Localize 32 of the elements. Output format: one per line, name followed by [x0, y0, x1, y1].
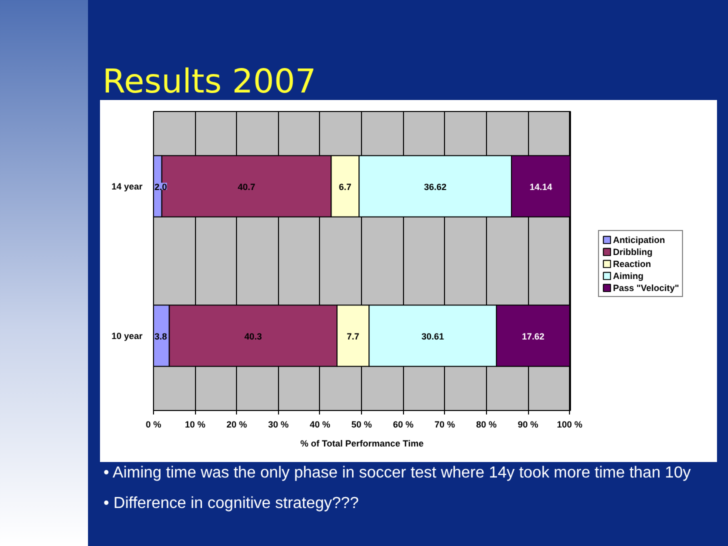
- legend-label: Dribbling: [613, 246, 652, 257]
- x-tick-label: 100 %: [556, 420, 582, 430]
- x-axis-title: % of Total Performance Time: [300, 438, 424, 448]
- legend-label: Pass "Velocity": [613, 282, 680, 293]
- x-tick-label: 30 %: [268, 420, 289, 430]
- data-label: 30.61: [422, 331, 444, 342]
- legend-label: Aiming: [613, 270, 644, 281]
- text: • Aiming time was the only phase in soccer test where 14y took more time than 10y: [104, 464, 691, 482]
- data-label: 17.62: [522, 331, 544, 342]
- x-tick-label: 90 %: [518, 420, 538, 430]
- data-label: 3.8: [154, 331, 168, 342]
- x-tick-label: 50 %: [351, 420, 372, 430]
- legend-label: Reaction: [613, 258, 652, 269]
- x-tick-label: 60 %: [392, 420, 414, 430]
- data-label: 40.7: [238, 182, 256, 192]
- data-label: 2.0: [154, 182, 168, 192]
- x-tick-label: 0 %: [146, 420, 162, 430]
- x-tick-label: 20 %: [226, 420, 247, 430]
- legend-label: Anticipation: [613, 234, 665, 245]
- x-tick-label: 40 %: [310, 420, 330, 430]
- chart-title: Results 2007: [102, 62, 316, 100]
- x-tick-label: 10 %: [184, 420, 206, 430]
- data-label: 36.62: [424, 182, 447, 192]
- x-tick-label: 80 %: [476, 420, 497, 430]
- y-tick-label: 10 year: [111, 330, 143, 341]
- data-label: 40.3: [244, 331, 262, 342]
- x-tick-label: 70 %: [434, 420, 456, 430]
- data-label: 14.14: [530, 182, 552, 192]
- data-label: 7.7: [346, 331, 360, 342]
- data-label: 6.7: [338, 182, 352, 192]
- text: • Difference in cognitive strategy???: [104, 495, 359, 512]
- y-tick-label: 14 year: [111, 181, 143, 192]
